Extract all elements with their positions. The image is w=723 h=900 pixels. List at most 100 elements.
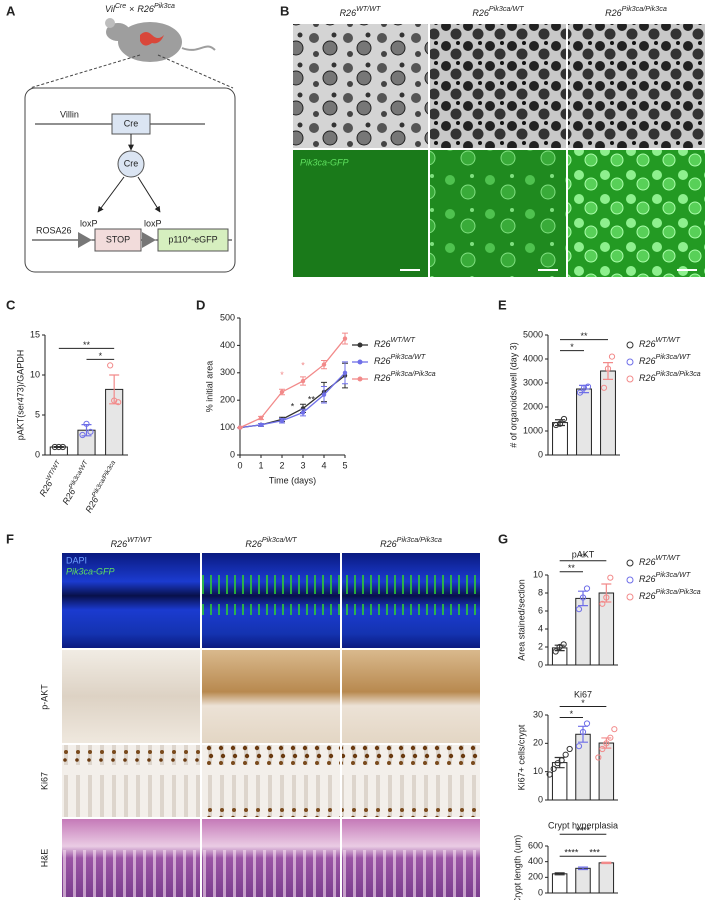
- dapi-label: DAPI: [66, 555, 87, 565]
- data-point: [59, 443, 66, 451]
- ki67-image: [202, 745, 340, 817]
- gene-label: p110*-eGFP: [168, 234, 217, 244]
- genotype-base: R26: [374, 339, 391, 349]
- data-point: [115, 399, 122, 406]
- data-point: [550, 765, 557, 772]
- series-point: [300, 378, 306, 384]
- diagram-title: VilCre × R26Pik3ca: [105, 3, 175, 14]
- x-axis-label: Time (days): [269, 475, 316, 485]
- series-point: [258, 415, 264, 421]
- error-bar: [601, 737, 612, 749]
- genotype-base: R26: [639, 356, 656, 366]
- genotype-sup: Pik3ca/Pik3ca: [91, 459, 118, 498]
- genotype-base: R26: [380, 539, 397, 549]
- genotype-base: R26: [38, 479, 55, 498]
- x-tick-label: R26WT/WT: [37, 459, 66, 499]
- gfp-overlay: [202, 575, 340, 615]
- brightfield-image: [430, 24, 566, 148]
- legend-entry: R26WT/WT: [639, 335, 680, 349]
- data-point: [608, 353, 616, 360]
- data-point: [607, 574, 614, 581]
- series-point: [300, 410, 306, 415]
- y-tick-label: 0: [538, 659, 543, 669]
- series-line: [239, 372, 346, 429]
- legend-marker: [626, 576, 634, 584]
- data-point: [111, 397, 118, 404]
- legend-entry: R26WT/WT: [374, 335, 415, 349]
- genotype-sup: WT/WT: [656, 335, 681, 344]
- column-header: R26Pik3ca/Pik3ca: [605, 4, 667, 18]
- y-tick-label: 10: [533, 766, 543, 776]
- y-axis-label: pAKT(ser473)/GAPDH: [15, 350, 25, 441]
- error-bar: [601, 583, 612, 603]
- genotype-sup: Pik3ca/WT: [656, 352, 691, 361]
- data-point: [611, 726, 618, 733]
- significance-label: **: [579, 552, 587, 562]
- error-bar: [555, 419, 565, 427]
- error-bar: [601, 861, 612, 865]
- legend-marker: [626, 559, 634, 567]
- y-tick-label: 4000: [523, 353, 543, 363]
- y-tick-label: 0: [230, 449, 235, 459]
- loxp-site: [142, 232, 156, 248]
- data-point: [575, 743, 583, 750]
- data-point: [583, 720, 591, 727]
- significance-label: *: [570, 342, 574, 352]
- legend-entry: R26Pik3ca/Pik3ca: [374, 369, 436, 383]
- y-tick-label: 2000: [523, 401, 543, 411]
- y-tick-label: 0: [35, 449, 40, 459]
- annotation: *: [301, 360, 305, 370]
- legend-entry: R26WT/WT: [639, 553, 680, 567]
- gfp-image: [568, 150, 705, 277]
- legend-entry: R26Pik3ca/Pik3ca: [639, 369, 701, 383]
- y-tick-label: 200: [220, 395, 235, 405]
- y-tick-label: 1000: [523, 425, 543, 435]
- y-tick-label: 300: [220, 367, 235, 377]
- row-label: H&E: [39, 849, 49, 868]
- zoom-line: [157, 54, 234, 89]
- y-tick-label: 10: [533, 569, 543, 579]
- y-tick-label: 0: [538, 794, 543, 804]
- y-tick-label: 0: [538, 449, 543, 459]
- y-tick-label: 0: [538, 887, 543, 897]
- gene-box: [157, 228, 229, 252]
- genotype-base: R26: [639, 339, 656, 349]
- brightfield-image: [293, 24, 428, 148]
- legend-marker: [357, 359, 363, 365]
- data-point: [579, 728, 587, 736]
- y-tick-label: 20: [533, 738, 543, 748]
- annotation: **: [308, 395, 316, 405]
- panel-label: A: [6, 3, 16, 18]
- legend-entry: R26Pik3ca/WT: [639, 352, 691, 366]
- data-point: [51, 443, 58, 451]
- significance-label: *: [99, 351, 103, 361]
- stop-label: STOP: [106, 234, 130, 244]
- genotype-sup: Pik3ca/WT: [262, 535, 297, 544]
- x-tick-label: 0: [237, 460, 242, 470]
- error-bar: [578, 866, 588, 871]
- genotype-sup: WT/WT: [391, 335, 416, 344]
- legend-marker: [357, 376, 363, 382]
- error-bar: [109, 374, 120, 405]
- data-point: [552, 648, 559, 655]
- pakt-image: [202, 650, 340, 743]
- significance-label: ****: [564, 848, 579, 858]
- genotype-base: R26: [639, 574, 656, 584]
- bar: [576, 388, 592, 456]
- mouse-tail: [181, 45, 216, 51]
- significance-label: **: [83, 340, 91, 350]
- genotype-sup: Pik3ca/Pik3ca: [397, 535, 442, 544]
- he-texture: [62, 850, 200, 897]
- x-tick-label: 3: [300, 460, 305, 470]
- genotype-base: R26: [374, 356, 391, 366]
- x-tick-label: 5: [342, 460, 347, 470]
- genotype-base: R26: [374, 373, 391, 383]
- data-point: [107, 362, 114, 369]
- bar: [551, 873, 568, 894]
- genotype-sup: Pik3ca/WT: [656, 570, 691, 579]
- data-point: [562, 751, 569, 758]
- cre-label: Cre: [124, 118, 139, 128]
- genotype-sup: WT/WT: [356, 4, 381, 13]
- x-tick-label: 4: [321, 460, 326, 470]
